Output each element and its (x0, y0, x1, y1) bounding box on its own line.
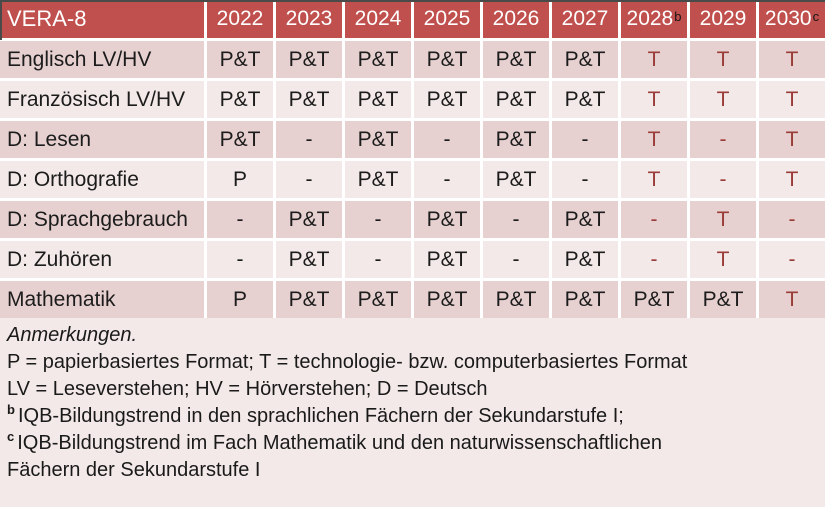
table-cell: - (621, 241, 687, 278)
table-cell: - (207, 241, 273, 278)
table-cell: P&T (207, 81, 273, 118)
row-label: D: Sprachgebrauch (0, 201, 204, 238)
header-cell-2023: 2023 (276, 0, 342, 38)
table-cell: P&T (207, 41, 273, 78)
table-cell: - (483, 241, 549, 278)
table-cell: P&T (483, 41, 549, 78)
header-cell-2030: 2030 c (759, 0, 825, 38)
table-cell: T (690, 241, 756, 278)
table-cell: P&T (345, 161, 411, 198)
table-cell: - (690, 121, 756, 158)
table-cell: - (552, 121, 618, 158)
table-cell: T (690, 201, 756, 238)
table-cell: P&T (414, 41, 480, 78)
row-label: Französisch LV/HV (0, 81, 204, 118)
table-title-cell: VERA-8 (0, 0, 204, 38)
row-label: Englisch LV/HV (0, 41, 204, 78)
header-cell-2025: 2025 (414, 0, 480, 38)
footnote-marker-b: b (7, 402, 15, 418)
table-cell: P&T (345, 281, 411, 318)
table-cell: - (345, 201, 411, 238)
table-cell: P&T (276, 81, 342, 118)
table-cell: - (414, 121, 480, 158)
table-cell: P&T (276, 281, 342, 318)
table-cell: T (759, 41, 825, 78)
table-cell: P&T (276, 241, 342, 278)
header-cell-2029: 2029 (690, 0, 756, 38)
table-cell: P&T (552, 41, 618, 78)
note-line: b IQB-Bildungstrend in den sprachlichen F… (7, 402, 624, 427)
table-cell: P&T (345, 41, 411, 78)
header-cell-2027: 2027 (552, 0, 618, 38)
table-cell: P&T (276, 41, 342, 78)
table-cell: P&T (414, 81, 480, 118)
header-cell-2022: 2022 (207, 0, 273, 38)
table-cell: P&T (552, 81, 618, 118)
table-cell: - (552, 161, 618, 198)
table-cell: P&T (414, 201, 480, 238)
table-cell: - (207, 201, 273, 238)
table-cell: T (621, 161, 687, 198)
table-cell: P&T (483, 161, 549, 198)
table-cell: T (690, 41, 756, 78)
table-cell: T (759, 281, 825, 318)
table-cell: T (621, 121, 687, 158)
table-cell: P&T (552, 201, 618, 238)
header-cell-2026: 2026 (483, 0, 549, 38)
table-cell: T (621, 81, 687, 118)
row-label: D: Orthografie (0, 161, 204, 198)
table-cell: T (759, 81, 825, 118)
table-cell: - (759, 241, 825, 278)
table-cell: T (690, 81, 756, 118)
note-line: Fächern der Sekundarstufe I (7, 459, 261, 481)
table-cell: P&T (345, 121, 411, 158)
left-edge-line (0, 0, 2, 40)
table-cell: P&T (483, 81, 549, 118)
table-cell: P&T (414, 281, 480, 318)
table-cell: - (345, 241, 411, 278)
row-label: Mathematik (0, 281, 204, 318)
table-cell: P&T (207, 121, 273, 158)
table-cell: - (759, 201, 825, 238)
table-cell: - (483, 201, 549, 238)
table-cell: P&T (552, 241, 618, 278)
table-cell: T (759, 161, 825, 198)
note-line: c IQB-Bildungstrend im Fach Mathematik un… (7, 429, 662, 454)
header-cell-2024: 2024 (345, 0, 411, 38)
table-cell: P&T (483, 281, 549, 318)
table-cell: - (276, 161, 342, 198)
row-label: D: Lesen (0, 121, 204, 158)
table-cell: P&T (345, 81, 411, 118)
table-cell: P (207, 281, 273, 318)
table-cell: P&T (621, 281, 687, 318)
header-cell-2028: 2028 b (621, 0, 687, 38)
table-cell: T (621, 41, 687, 78)
footnote-marker-c: c (7, 429, 15, 445)
table-cell: - (414, 161, 480, 198)
table-cell: P&T (552, 281, 618, 318)
table-cell: P&T (276, 201, 342, 238)
table-cell: P&T (483, 121, 549, 158)
notes-heading: Anmerkungen. (7, 324, 138, 346)
table-cell: P (207, 161, 273, 198)
note-line: LV = Leseverstehen; HV = Hörverstehen; D… (7, 378, 488, 400)
table-cell: T (759, 121, 825, 158)
notes-section: Anmerkungen. P = papierbasiertes Format; … (0, 318, 825, 507)
table-cell: P&T (690, 281, 756, 318)
table-cell: - (621, 201, 687, 238)
table-cell: - (690, 161, 756, 198)
table-cell: - (276, 121, 342, 158)
row-label: D: Zuhören (0, 241, 204, 278)
top-edge-line (0, 0, 825, 2)
vera8-assessment-table: VERA-8 2022 2023 2024 2025 2026 2027 2028 b 2029 2… (0, 0, 825, 318)
table-cell: P&T (414, 241, 480, 278)
note-line: P = papierbasiertes Format; T = technolo… (7, 351, 688, 373)
